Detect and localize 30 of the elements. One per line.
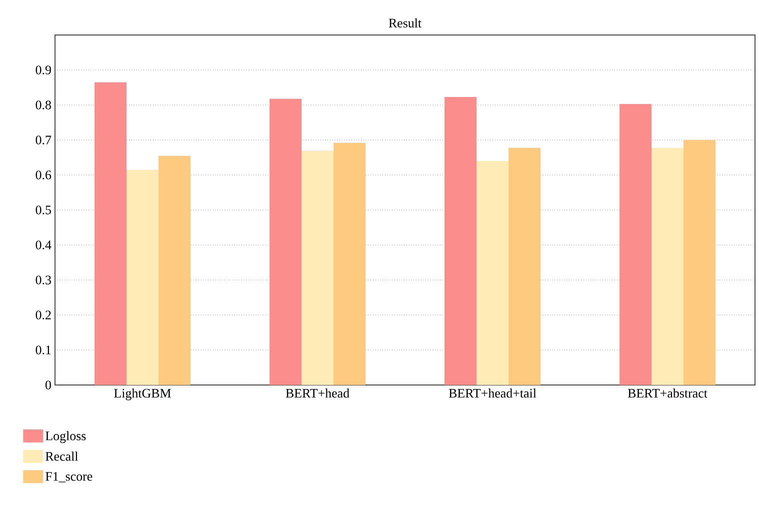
bar: [302, 150, 334, 385]
bar: [444, 96, 477, 385]
bar: [620, 104, 652, 385]
bar: [476, 160, 509, 385]
legend-label: Recall: [46, 452, 78, 461]
x-tick-label: BERT+abstract: [628, 388, 708, 398]
bar: [334, 142, 366, 385]
bar: [94, 82, 126, 385]
legend-label: Logloss: [46, 431, 86, 443]
bar: [270, 98, 302, 385]
bar: [158, 156, 190, 385]
y-tick-label: 0.8: [36, 100, 51, 110]
x-tick-label: BERT+head+tail: [448, 388, 536, 398]
y-tick-label: 0.2: [36, 310, 51, 320]
y-tick-label: 0.9: [36, 66, 51, 74]
x-tick-label: BERT+head: [286, 388, 350, 398]
y-tick-label: 0.4: [36, 240, 52, 250]
y-tick-label: 0.1: [36, 346, 51, 354]
y-tick-label: 0: [46, 380, 51, 390]
bar: [508, 148, 541, 385]
x-tick-label: LightGBM: [114, 388, 171, 400]
y-tick-label: 0.6: [36, 170, 52, 180]
bar: [126, 170, 158, 385]
y-tick-label: 0.7: [36, 136, 52, 144]
y-tick-label: 0.3: [36, 276, 51, 284]
legend-label: F1_score: [46, 472, 92, 482]
bar: [652, 148, 684, 385]
bar: [684, 140, 716, 385]
chart-title: Result: [388, 18, 422, 28]
y-tick-label: 0.5: [36, 206, 51, 214]
